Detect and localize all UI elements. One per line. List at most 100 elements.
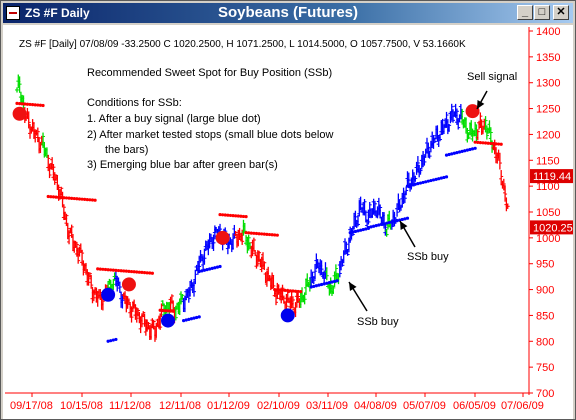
stop-dot [431,178,436,182]
stop-dot [319,282,324,287]
stop-dot [416,182,420,186]
stop-dot [359,228,363,232]
y-tick-label: 1200 [536,129,560,141]
stop-dot [369,225,373,229]
ohlc-bar [111,278,116,291]
stop-dot [283,288,287,292]
ohlc-bar [51,163,56,181]
stop-dot [197,269,201,274]
y-tick-label: 850 [536,310,554,322]
stop-dot [327,281,331,285]
condition-3: 3) Emerging blue bar after green bar(s) [87,159,278,171]
stop-dot [257,232,261,236]
stop-dot [450,152,454,156]
title-bar[interactable]: ZS #F Daily Soybeans (Futures) _ □ ✕ [3,3,573,23]
close-button[interactable]: ✕ [553,5,569,20]
stop-dot [429,178,433,183]
ohlc-bar [496,149,501,159]
stop-dot [137,270,141,274]
stop-dot [46,194,50,199]
stop-dot [465,148,469,152]
stop-dot [234,214,238,218]
stop-dot [161,308,165,313]
stop-dot [119,269,123,273]
arrow-head [400,221,408,230]
stop-dot [244,215,248,219]
ohlc-bar [76,247,81,264]
stop-dot [67,196,71,200]
ohlc-bar [198,250,203,263]
sell-signal-dot [12,106,27,121]
stop-dot [265,232,269,236]
stop-dot [317,283,321,287]
stop-dot [353,229,358,234]
stop-dot [275,288,279,292]
stop-dot [57,195,61,199]
stop-dot [18,102,22,106]
ohlc-bar [267,275,272,282]
stop-dot [483,141,488,145]
y-tick-label: 1050 [536,207,560,219]
stop-dot [452,151,456,155]
stop-dot [98,267,102,271]
ohlc-bar [293,302,298,318]
stop-dot [109,339,113,343]
ssb-buy-arrow-1 [348,281,368,312]
ohlc-bar [337,261,342,278]
minimize-button[interactable]: _ [517,5,533,20]
price-chart[interactable]: 1400 1350 1300 1250 1200 1150 1100 1050 1000 950 9… [3,25,573,419]
stop-dot [491,142,495,146]
ohlc-bar [296,293,301,303]
condition-2-continued: the bars) [105,144,149,156]
ohlc-bar [186,287,191,303]
ohlc-bar [432,137,437,144]
stop-dot [236,214,240,218]
stop-dot [322,282,326,286]
stop-dot [460,149,464,153]
x-tick-label: 06/05/09 [453,400,496,412]
stop-dot [70,196,74,200]
buy-signal-dot [160,313,175,328]
stop-dot [249,231,253,235]
ohlc-bar [15,87,19,93]
stop-dot [127,269,131,273]
stop-dot [62,196,66,200]
ohlc-bar [69,224,74,238]
ohlc-bar [447,123,452,132]
plot-area[interactable]: 1400 1350 1300 1250 1200 1150 1100 1050 1000 950 9… [3,25,573,419]
ohlc-bar [134,307,139,323]
stop-dot [476,140,480,144]
stop-dot [296,289,300,294]
ohlc-bar [281,295,286,304]
stop-dot [111,268,115,272]
ohlc-bar [465,127,470,143]
stop-dot [496,142,501,146]
stop-dot [387,220,391,225]
maximize-button[interactable]: □ [534,5,550,20]
ohlc-bar [398,204,403,211]
stop-dot [38,103,43,107]
stop-dot [85,197,89,202]
stop-dot [444,175,449,179]
stop-dot [348,231,352,235]
ohlc-bar [313,264,318,280]
stop-dot [51,195,56,199]
stop-dot [262,232,266,236]
stop-dot [273,287,277,292]
stop-dot [400,217,404,222]
ohlc-bar [81,260,86,276]
x-tick-label: 01/12/09 [207,400,250,412]
stop-dot [64,196,69,200]
stop-dot [132,270,136,274]
stop-dot [49,195,53,199]
stop-dot [374,224,378,228]
stop-dot [244,231,248,235]
chart-app-icon [6,6,20,20]
stop-dot [33,103,37,107]
ohlc-bar [74,241,79,257]
stop-dot [424,180,428,184]
y-tick-label: 1350 [536,52,560,64]
stop-dot [395,219,399,223]
arrow-head [477,100,485,109]
stop-dot [195,315,199,320]
